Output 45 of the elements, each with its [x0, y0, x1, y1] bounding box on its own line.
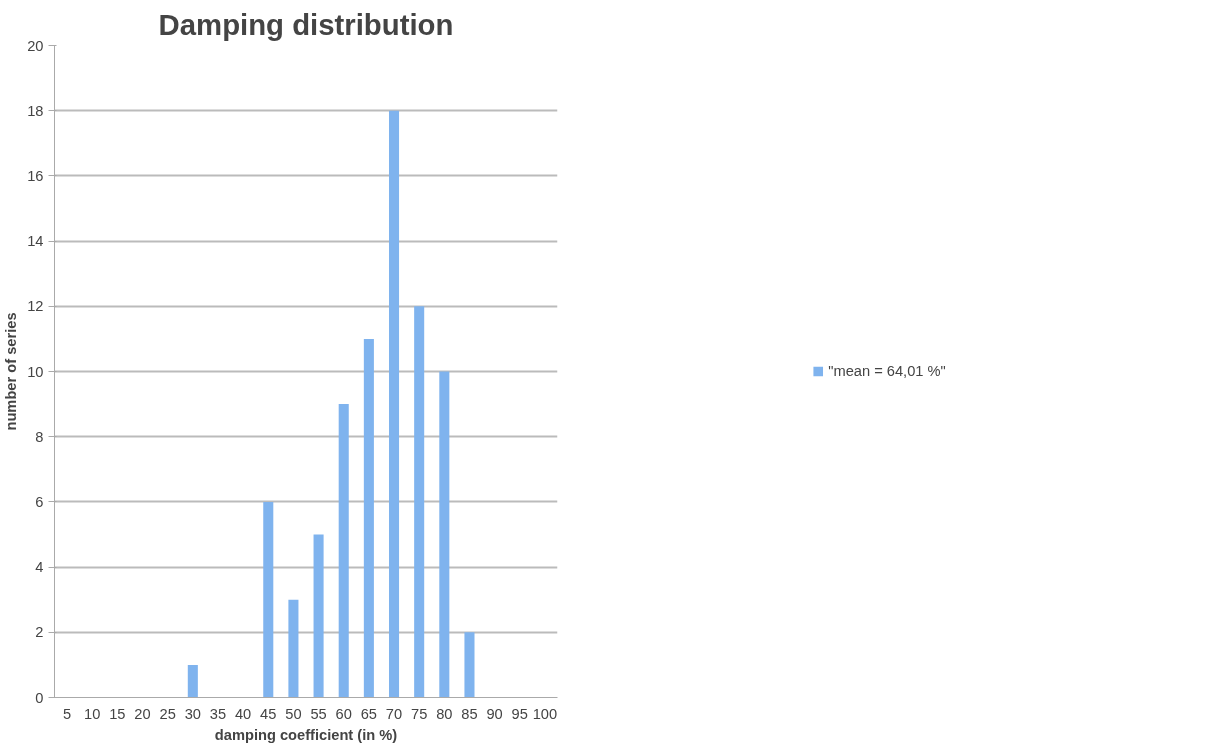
bar [187, 664, 198, 698]
x-tick-label: 25 [159, 705, 176, 722]
bar [288, 599, 299, 698]
y-tick-label: 16 [27, 167, 44, 184]
x-tick-label: 5 [63, 705, 72, 722]
x-tick-label: 40 [234, 705, 252, 722]
chart-title: Damping distribution [158, 7, 454, 41]
bar [439, 371, 450, 698]
bar [388, 110, 400, 698]
y-tick-label: 20 [27, 37, 44, 54]
x-tick-label: 90 [486, 705, 503, 722]
y-tick-label: 0 [35, 689, 44, 706]
x-tick-label: 80 [436, 705, 453, 722]
x-tick-label: 10 [84, 705, 101, 722]
x-tick-label: 65 [360, 705, 378, 722]
x-tick-label: 55 [310, 705, 327, 722]
y-tick-label: 14 [27, 233, 44, 250]
bar [363, 338, 374, 698]
x-tick-label: 85 [461, 705, 478, 722]
y-tick-label: 2 [35, 624, 44, 641]
y-axis-title: number of series [3, 312, 20, 431]
x-tick-label: 50 [285, 705, 302, 722]
bar [313, 534, 324, 698]
x-tick-label: 60 [335, 705, 352, 722]
x-tick-label: 35 [209, 705, 227, 722]
y-tick-label: 10 [27, 363, 44, 380]
x-tick-label: 20 [134, 705, 151, 722]
x-axis-title: damping coefficient (in %) [214, 726, 398, 743]
x-tick-label: 70 [385, 705, 403, 722]
x-tick-label: 30 [184, 705, 201, 722]
x-tick-label: 15 [109, 705, 126, 722]
bar [263, 501, 274, 698]
y-tick-label: 12 [27, 298, 44, 315]
y-tick-label: 18 [27, 102, 44, 119]
y-tick-label: 8 [35, 428, 44, 445]
bar [464, 632, 475, 698]
x-tick-label: 75 [411, 705, 428, 722]
x-tick-label: 100 [532, 705, 558, 722]
x-tick-label: 95 [511, 705, 528, 722]
bar [414, 306, 425, 698]
x-tick-label: 45 [260, 705, 277, 722]
legend-label: "mean = 64,01 %" [828, 363, 946, 379]
bar [338, 404, 349, 698]
y-tick-label: 6 [35, 493, 44, 510]
y-tick-label: 4 [35, 559, 44, 576]
